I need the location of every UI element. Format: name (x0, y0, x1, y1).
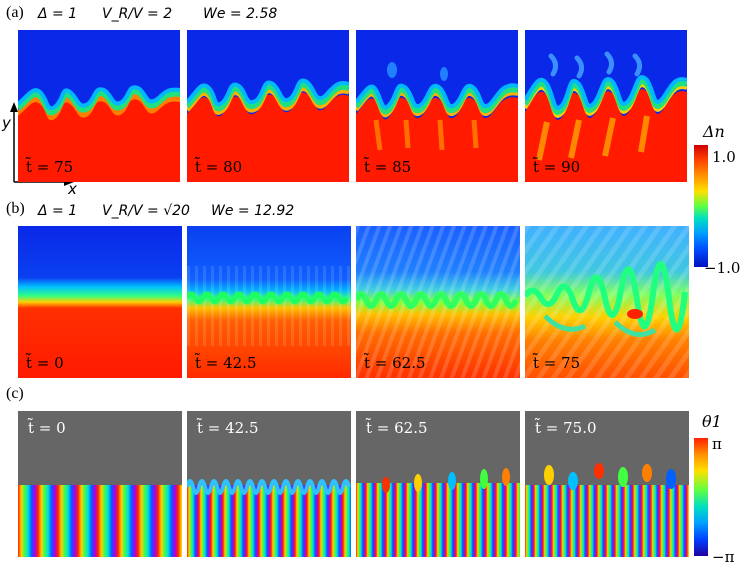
panel-c-time-3: t̃ = 62.5 (366, 419, 428, 437)
panel-a-tile-4: t̃ = 90 (525, 30, 687, 182)
panel-a-param-we: We = 2.58 (203, 6, 278, 22)
panel-b-label: (b) (6, 200, 25, 217)
axis-y-label: y (2, 114, 11, 132)
colorbar-theta-min: −π (712, 548, 735, 566)
panel-b-param-vr: V_R/V = √20 (102, 203, 190, 219)
panel-b-tile-1: t̃ = 0 (18, 226, 182, 378)
colorbar-theta-max: π (712, 435, 722, 453)
panel-b-tile-3: t̃ = 62.5 (356, 226, 520, 378)
panel-a-time-3: t̃ = 85 (364, 158, 412, 176)
panel-c-time-2: t̃ = 42.5 (197, 419, 259, 437)
panel-a-tile-1: t̃ = 75 (18, 30, 180, 182)
axes-arrows (10, 102, 74, 186)
panel-c-tile-1: t̃ = 0 (18, 411, 182, 557)
panel-b-tile-2: t̃ = 42.5 (187, 226, 351, 378)
panel-b-time-4: t̃ = 75 (533, 354, 581, 372)
panel-b-tile-4: t̃ = 75 (525, 226, 689, 378)
panel-a-time-2: t̃ = 80 (195, 158, 243, 176)
colorbar-dn-title: Δn (703, 122, 725, 141)
colorbar-dn-min: −1.0 (704, 259, 741, 277)
panel-a-tile-2: t̃ = 80 (187, 30, 349, 182)
panel-a-tile-3: t̃ = 85 (356, 30, 518, 182)
axis-x-label: x (68, 180, 77, 198)
colorbar-theta (694, 438, 708, 556)
colorbar-dn (694, 145, 708, 267)
panel-a-time-4: t̃ = 90 (533, 158, 581, 176)
panel-a-param-vr: V_R/V = 2 (102, 6, 173, 22)
panel-b-time-2: t̃ = 42.5 (195, 354, 257, 372)
panel-c-time-4: t̃ = 75.0 (535, 419, 597, 437)
panel-a-param-delta: Δ = 1 (38, 6, 78, 22)
panel-b-time-3: t̃ = 62.5 (364, 354, 426, 372)
colorbar-theta-title: θ1 (702, 412, 722, 431)
panel-a-time-1: t̃ = 75 (26, 158, 74, 176)
panel-b-time-1: t̃ = 0 (26, 354, 64, 372)
panel-b-param-delta: Δ = 1 (38, 203, 78, 219)
panel-c-tile-2: t̃ = 42.5 (187, 411, 351, 557)
panel-a-label: (a) (6, 4, 24, 21)
panel-b-param-we: We = 12.92 (211, 203, 295, 219)
panel-c-tile-4: t̃ = 75.0 (525, 411, 689, 557)
colorbar-dn-max: 1.0 (712, 148, 736, 166)
panel-c-time-1: t̃ = 0 (28, 419, 66, 437)
panel-c-label: (c) (6, 385, 24, 402)
panel-c-tile-3: t̃ = 62.5 (356, 411, 520, 557)
